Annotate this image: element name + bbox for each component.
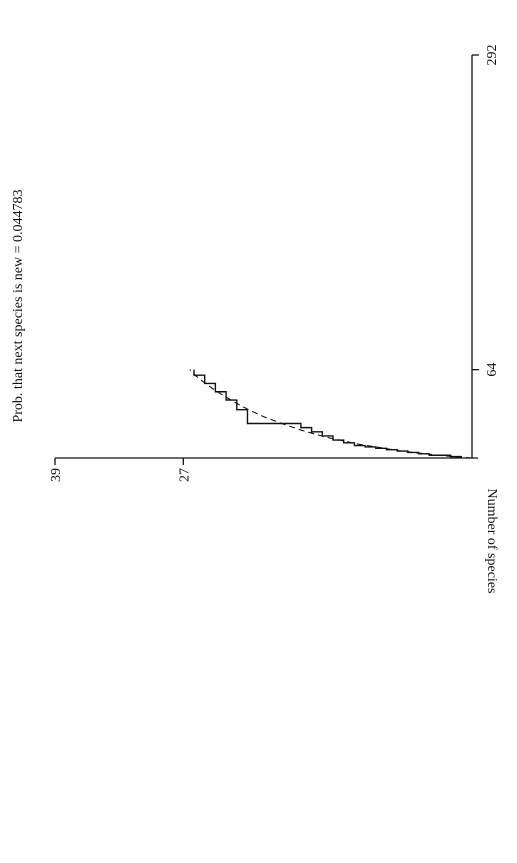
plot-area: 27 39 64 292 Number of species Prob. that …: [11, 45, 500, 594]
x-tick-label: 292: [485, 45, 500, 66]
x-axis-ticks: 64 292: [472, 45, 500, 377]
y-axis-title: Number of species: [484, 489, 499, 594]
expected-species-dashed-curve: [189, 369, 473, 459]
y-tick-label: 39: [49, 468, 64, 482]
y-tick-label: 27: [177, 468, 192, 482]
observed-species-step-line: [193, 369, 463, 458]
y-axis-ticks: 27 39: [49, 458, 192, 482]
chart-title: Prob. that next species is new = 0.04478…: [11, 189, 26, 422]
x-tick-label: 64: [485, 363, 500, 377]
